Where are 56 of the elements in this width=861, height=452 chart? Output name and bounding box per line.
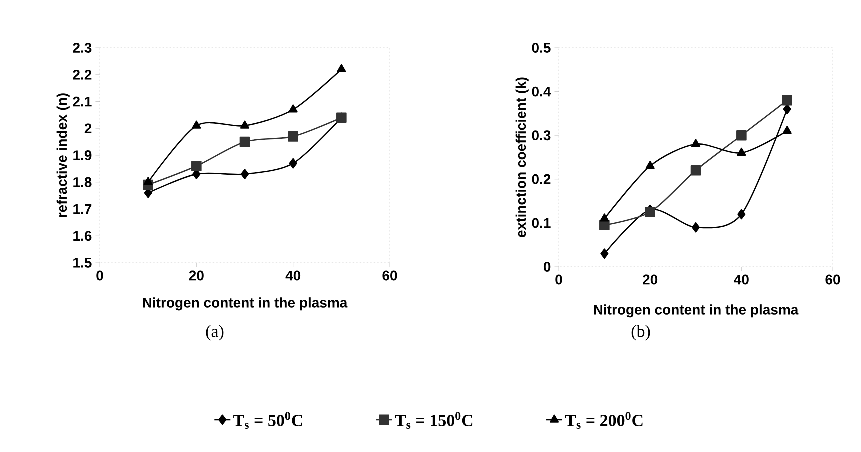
point (600, 220, 610, 231)
point (691, 139, 701, 148)
x-tick-label: 20 (643, 274, 658, 285)
y-tick-label: 0 (544, 262, 551, 272)
point (240, 169, 250, 180)
y-tick-label: 2 (84, 124, 92, 134)
point (337, 64, 346, 72)
x-axis-title: Nitrogen content in the plasma (594, 304, 799, 318)
legend-label: T$_{s}$ = 50$^{0}$C (234, 412, 302, 429)
point (288, 132, 298, 142)
point (144, 177, 153, 186)
point (600, 248, 609, 260)
point (192, 120, 202, 129)
y-tick-label: 2.1 (73, 96, 92, 107)
point (692, 222, 700, 233)
x-tick-label: 40 (734, 274, 749, 285)
legend-label: T$_{s}$ = 200$^{0}$C (565, 412, 643, 429)
point (240, 136, 250, 148)
point (240, 120, 250, 129)
x-axis-title: Nitrogen content in the plasma (143, 298, 348, 311)
point (289, 158, 298, 169)
point (600, 214, 610, 222)
text: (a) (206, 325, 224, 341)
y-tick-label: 1.6 (74, 231, 92, 242)
y-tick-label: 1.9 (74, 150, 92, 160)
y-tick-label: 0.3 (532, 130, 551, 141)
y-tick-label: 2.2 (73, 70, 92, 80)
point (782, 126, 792, 134)
y-axis-title: refractive index (n) (56, 94, 70, 218)
point (736, 130, 747, 141)
x-tick-label: 0 (96, 270, 104, 281)
text: (b) (632, 325, 650, 341)
point (645, 207, 656, 218)
point (192, 161, 202, 172)
x-tick-label: 60 (382, 270, 398, 281)
point (288, 104, 298, 113)
y-tick-label: 0.2 (532, 174, 551, 184)
x-tick-label: 20 (189, 270, 204, 281)
y-axis-title: extinction coefficient (k) (516, 78, 529, 238)
y-tick-label: 2.3 (73, 43, 92, 53)
x-tick-label: 60 (826, 274, 840, 285)
point (782, 95, 792, 106)
y-tick-label: 0.5 (532, 43, 551, 53)
x-tick-label: 0 (556, 274, 562, 285)
point (646, 161, 655, 170)
point (737, 148, 746, 156)
point (783, 104, 792, 114)
y-tick-label: 1.5 (74, 258, 92, 268)
point (738, 209, 746, 220)
y-tick-label: 1.8 (74, 177, 92, 188)
y-tick-label: 1.7 (74, 204, 92, 214)
legend-label: T$_{s}$ = 150$^{0}$C (395, 412, 473, 429)
x-tick-label: 40 (286, 270, 301, 281)
point (690, 165, 702, 176)
y-tick-label: 0.1 (532, 218, 551, 228)
y-tick-label: 0.4 (532, 86, 552, 97)
